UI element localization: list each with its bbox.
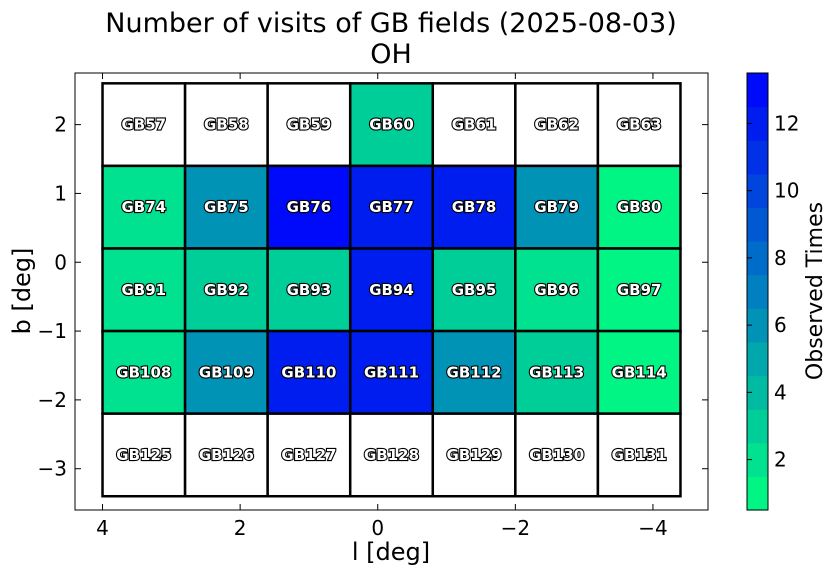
- colorbar-tick-label: 6: [774, 313, 787, 337]
- heatmap-cell: [266, 247, 352, 333]
- cell-label: GB114: [612, 363, 667, 381]
- y-axis-ticks: 2 1 0 −1 −2 −3: [38, 113, 708, 481]
- cell-label: GB111: [364, 363, 419, 381]
- colorbar-tick-label: 12: [774, 111, 799, 135]
- heatmap-cell: [348, 412, 435, 498]
- cell-label: GB108: [116, 363, 171, 381]
- colorbar-segment: [747, 341, 768, 377]
- colorbar-segment: [747, 476, 768, 511]
- cell-label: GB131: [612, 446, 667, 464]
- heatmap-cell: [514, 247, 600, 333]
- cell-label: GB127: [281, 446, 336, 464]
- x-tick-label: 2: [234, 516, 247, 540]
- cell-label: GB78: [452, 198, 497, 216]
- colorbar-segment: [747, 409, 768, 444]
- cell-label: GB62: [534, 116, 579, 134]
- heatmap-cell: [431, 164, 517, 250]
- x-axis-label: l [deg]: [352, 538, 430, 566]
- heatmap-cell: [514, 329, 600, 415]
- x-axis-ticks: 4 2 0 −2 −4: [96, 73, 668, 540]
- heatmap-cell: [431, 329, 517, 415]
- heatmap-cell: [101, 247, 187, 333]
- y-tick-label: 1: [54, 181, 67, 205]
- heatmap-cell: [101, 412, 187, 498]
- cell-label: GB93: [287, 281, 332, 299]
- cell-label: GB97: [617, 281, 662, 299]
- x-tick-label: 4: [96, 516, 109, 540]
- colorbar-tick-label: 2: [774, 448, 787, 472]
- heatmap-cells: GB57 GB58 GB59 GB60 GB61 GB62 GB63 GB74 GB75 GB76…: [101, 82, 682, 498]
- y-tick-label: 0: [54, 250, 67, 274]
- colorbar-segment: [747, 207, 768, 242]
- cell-label: GB129: [447, 446, 502, 464]
- colorbar-segment: [747, 106, 768, 141]
- colorbar-segment: [747, 140, 768, 175]
- heatmap-cell: [101, 164, 187, 250]
- heatmap-cell: [266, 412, 352, 498]
- y-tick-label: −1: [38, 319, 67, 343]
- colorbar-tick-label: 4: [774, 380, 787, 404]
- cell-label: GB77: [369, 198, 414, 216]
- heatmap-cell: [101, 329, 187, 415]
- cell-label: GB125: [116, 446, 171, 464]
- heatmap-cell: [348, 164, 435, 250]
- cell-label: GB74: [121, 198, 166, 216]
- y-tick-label: −2: [38, 388, 67, 412]
- cell-label: GB75: [204, 198, 249, 216]
- heatmap-cell: [514, 82, 600, 168]
- chart-title: Number of visits of GB fields (2025-08-0…: [105, 8, 676, 39]
- colorbar: 2 4 6 8 10 12: [746, 72, 799, 511]
- colorbar-segment: [747, 442, 768, 477]
- heatmap-cell: [183, 329, 269, 415]
- cell-label: GB59: [287, 116, 332, 134]
- colorbar-segment: [747, 173, 768, 209]
- cell-label: GB61: [452, 116, 497, 134]
- y-tick-label: 2: [54, 113, 67, 137]
- plot-frame: [74, 72, 709, 511]
- cell-label: GB113: [529, 363, 584, 381]
- colorbar-segment: [747, 73, 768, 108]
- colorbar-segment: [747, 274, 768, 309]
- x-tick-label: 0: [371, 516, 384, 540]
- cell-label: GB126: [199, 446, 254, 464]
- colorbar-label: Observed Times: [803, 202, 828, 380]
- cell-label: GB79: [534, 198, 579, 216]
- cell-label: GB92: [204, 281, 249, 299]
- colorbar-segment: [747, 241, 768, 276]
- y-tick-label: −3: [38, 457, 67, 481]
- cell-label: GB94: [369, 281, 414, 299]
- cell-label: GB110: [281, 363, 336, 381]
- chart-subtitle: OH: [370, 39, 412, 70]
- cell-label: GB76: [287, 198, 332, 216]
- x-tick-label: −4: [638, 516, 667, 540]
- cell-label: GB58: [204, 116, 249, 134]
- colorbar-frame: [746, 72, 769, 511]
- cell-label: GB57: [121, 116, 166, 134]
- heatmap-cell: [596, 412, 682, 498]
- cell-label: GB109: [199, 363, 254, 381]
- heatmap-cell: [183, 412, 269, 498]
- cell-label: GB80: [617, 198, 662, 216]
- cell-label: GB130: [529, 446, 584, 464]
- cell-label: GB63: [617, 116, 662, 134]
- heatmap-cell: [596, 82, 682, 168]
- y-axis-label: b [deg]: [8, 248, 36, 335]
- heatmap-cell: [183, 164, 269, 250]
- cell-label: GB60: [369, 116, 414, 134]
- colorbar-segment: [747, 308, 768, 343]
- cell-label: GB91: [121, 281, 166, 299]
- colorbar-tick-label: 10: [774, 179, 799, 203]
- cell-label: GB128: [364, 446, 419, 464]
- x-tick-label: −2: [501, 516, 530, 540]
- colorbar-segment: [747, 375, 768, 410]
- heatmap-cell: [596, 164, 682, 250]
- heatmap-cell: [348, 82, 435, 168]
- cell-label: GB95: [452, 281, 497, 299]
- cell-label: GB96: [534, 281, 579, 299]
- cell-label: GB112: [447, 363, 502, 381]
- heatmap-cell: [183, 247, 269, 333]
- colorbar-tick-label: 8: [774, 246, 787, 270]
